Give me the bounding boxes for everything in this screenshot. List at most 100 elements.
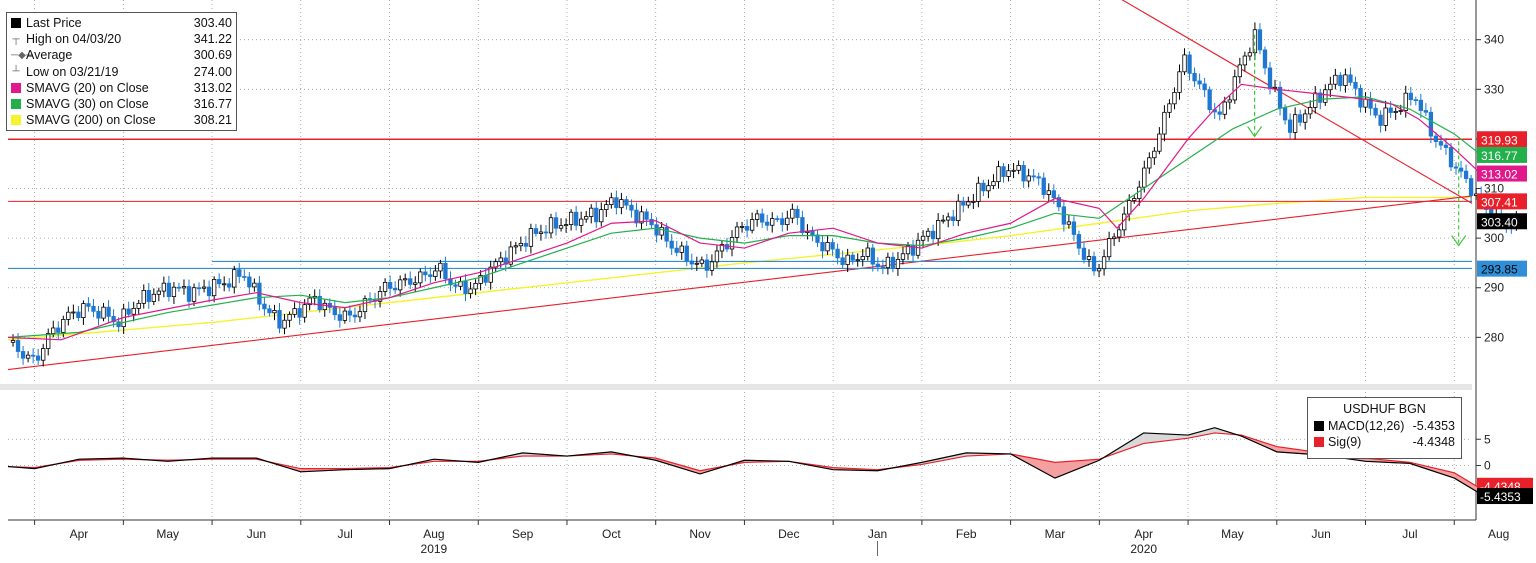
sma20-line bbox=[7, 83, 1482, 341]
month-label: Apr bbox=[70, 527, 89, 541]
legend-square-icon bbox=[1314, 437, 1324, 447]
candle-body bbox=[262, 303, 267, 310]
candle-body bbox=[1197, 80, 1202, 85]
candle-body bbox=[141, 289, 146, 304]
candle-body bbox=[754, 213, 760, 220]
candle-body bbox=[548, 217, 554, 234]
candle-body bbox=[523, 242, 529, 247]
candle-body bbox=[1026, 175, 1031, 182]
candle-body bbox=[20, 351, 26, 359]
candle-body bbox=[81, 303, 86, 319]
legend-square-icon bbox=[11, 82, 21, 93]
candle-body bbox=[337, 314, 342, 321]
candle-body bbox=[302, 304, 307, 318]
candle-body bbox=[282, 319, 287, 329]
price-label-313.02: 313.02 bbox=[1477, 165, 1527, 182]
candle-body bbox=[563, 224, 569, 227]
candle-body bbox=[925, 230, 931, 237]
candle-body bbox=[413, 282, 418, 285]
candle-body bbox=[880, 266, 886, 269]
candle-body bbox=[1086, 256, 1092, 260]
month-label: Jun bbox=[1311, 527, 1330, 541]
candle-body bbox=[101, 306, 106, 319]
candle-body bbox=[206, 286, 212, 297]
candle-body bbox=[1001, 166, 1006, 177]
candle-body bbox=[156, 290, 161, 295]
candle-body bbox=[1363, 98, 1368, 108]
candle-body bbox=[76, 311, 81, 319]
candle-body bbox=[654, 224, 659, 236]
candle-body bbox=[800, 217, 805, 233]
candle-body bbox=[1006, 170, 1011, 177]
candle-body bbox=[166, 282, 172, 297]
candle-body bbox=[1071, 221, 1077, 235]
candle-body bbox=[1428, 111, 1434, 137]
candle-body bbox=[1403, 92, 1408, 111]
green-arrow-1-head bbox=[1247, 126, 1263, 138]
candle-body bbox=[46, 333, 51, 349]
candle-body bbox=[30, 354, 36, 357]
candle-body bbox=[890, 256, 896, 269]
candle-body bbox=[1262, 49, 1268, 69]
candle-body bbox=[659, 226, 664, 236]
candle-body bbox=[66, 311, 71, 320]
candle-body bbox=[222, 283, 227, 286]
candle-body bbox=[352, 314, 358, 318]
candle-body bbox=[860, 256, 865, 261]
candle-body bbox=[1257, 29, 1263, 51]
candle-body bbox=[1061, 206, 1067, 225]
candle-body bbox=[1117, 229, 1122, 238]
candle-body bbox=[639, 211, 644, 224]
candle-body bbox=[51, 327, 56, 334]
candle-body bbox=[704, 259, 710, 271]
candle-body bbox=[418, 271, 423, 284]
candle-body bbox=[357, 311, 363, 318]
price-tick-label: 330 bbox=[1484, 82, 1504, 96]
macd-fill bbox=[1454, 472, 1481, 495]
candle-body bbox=[171, 286, 177, 297]
candle-body bbox=[96, 310, 101, 319]
candle-body bbox=[1076, 234, 1082, 249]
candle-body bbox=[161, 282, 167, 292]
candle-body bbox=[579, 218, 584, 226]
candle-body bbox=[1343, 74, 1348, 86]
candle-body bbox=[71, 311, 76, 314]
candle-body bbox=[1287, 119, 1293, 133]
candle-body bbox=[347, 310, 353, 316]
candle-body bbox=[1438, 141, 1444, 146]
candle-body bbox=[709, 261, 715, 271]
signal-line bbox=[7, 432, 1482, 490]
candle-body bbox=[951, 216, 956, 222]
candle-body bbox=[1323, 89, 1328, 103]
candle-body bbox=[1393, 111, 1398, 113]
candle-body bbox=[403, 278, 408, 281]
candle-body bbox=[609, 197, 614, 205]
candle-body bbox=[1167, 103, 1172, 113]
candle-body bbox=[272, 310, 277, 314]
price-label-319.93: 319.93 bbox=[1477, 131, 1527, 148]
candle-body bbox=[1353, 81, 1358, 89]
price-label-text: 303.40 bbox=[1481, 215, 1518, 229]
candle-body bbox=[1383, 107, 1388, 126]
candle-body bbox=[217, 279, 222, 285]
candle-body bbox=[1227, 99, 1232, 103]
candle-body bbox=[428, 274, 433, 277]
candle-body bbox=[996, 166, 1001, 183]
macd-legend-title: USDHUF BGN bbox=[1343, 402, 1426, 416]
macd-fill bbox=[1188, 427, 1215, 439]
candle-body bbox=[1106, 238, 1112, 258]
month-label: Jul bbox=[1402, 527, 1417, 541]
candle-body bbox=[1453, 166, 1459, 169]
month-label: Jun bbox=[247, 527, 266, 541]
candle-body bbox=[1433, 135, 1439, 142]
candle-body bbox=[1292, 114, 1298, 133]
candle-body bbox=[1267, 67, 1273, 89]
candle-body bbox=[775, 218, 780, 220]
sma30-line bbox=[7, 96, 1482, 338]
macd-legend-row: MACD(12,26) -5.4353 bbox=[1314, 418, 1455, 434]
candle-body bbox=[342, 310, 348, 321]
candle-body bbox=[377, 291, 383, 302]
candle-body bbox=[322, 302, 327, 311]
candle-body bbox=[749, 219, 755, 231]
candle-body bbox=[875, 263, 880, 268]
